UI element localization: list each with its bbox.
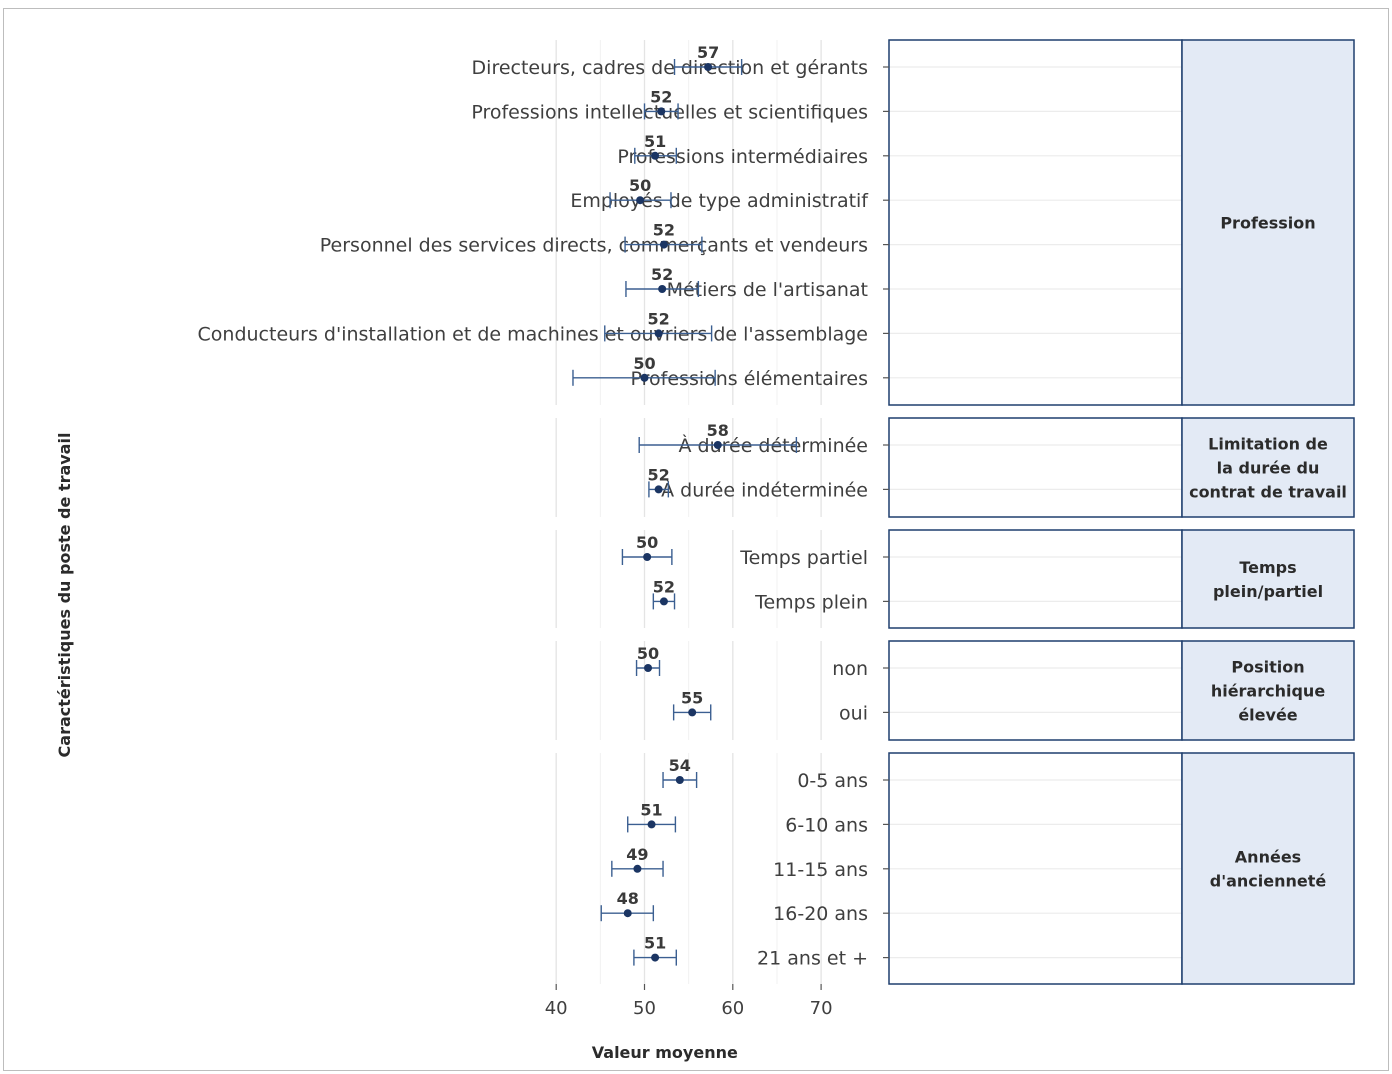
category-label: Temps plein (754, 591, 868, 613)
facet-strip (1181, 640, 1355, 741)
value-label: 52 (653, 221, 675, 240)
mean-point (659, 240, 668, 249)
category-label: Temps partiel (739, 547, 868, 569)
x-tick-label: 60 (721, 998, 744, 1019)
category-label: Métiers de l'artisanat (667, 279, 868, 301)
value-label: 48 (617, 889, 639, 908)
value-label: 58 (707, 421, 729, 440)
value-label: 51 (644, 132, 666, 151)
value-label: 52 (647, 309, 669, 328)
mean-point (688, 708, 697, 717)
mean-point (654, 329, 663, 338)
facet-strip (1181, 529, 1355, 629)
x-tick-label: 70 (810, 998, 833, 1019)
category-label: 6-10 ans (785, 814, 868, 836)
mean-point (636, 196, 645, 205)
value-label: 57 (697, 43, 719, 62)
facet-label: Position hiérarchique élevée (1211, 658, 1326, 725)
category-label: Personnel des services directs, commerça… (320, 235, 868, 257)
category-label: Conducteurs d'installation et de machine… (198, 323, 868, 345)
facet-label: Limitation de la durée du contrat de trava… (1189, 435, 1347, 502)
value-label: 55 (681, 688, 703, 707)
value-label: 50 (637, 644, 659, 663)
value-label: 54 (669, 756, 691, 775)
panel-background (889, 40, 1182, 405)
category-label: Professions élémentaires (631, 368, 868, 390)
mean-point (659, 597, 668, 606)
panel-background (889, 418, 1182, 517)
category-label: Employés de type administratif (570, 190, 869, 212)
chart-frame (3, 8, 1389, 1071)
facet-label: Années d'ancienneté (1210, 848, 1327, 891)
value-label: 49 (626, 845, 648, 864)
panel-background (889, 530, 1182, 628)
mean-point (651, 151, 660, 160)
mean-point (675, 776, 684, 784)
mean-point (651, 953, 660, 962)
value-label: 51 (644, 934, 666, 953)
category-label: oui (839, 702, 868, 724)
value-label: 51 (640, 800, 662, 819)
category-label: À durée indéterminée (661, 478, 868, 501)
mean-point (643, 553, 652, 561)
category-label: Professions intellectuelles et scientifi… (471, 101, 868, 123)
category-label: 21 ans et + (757, 948, 868, 970)
category-label: Professions intermédiaires (617, 146, 868, 168)
facet-strip (1181, 752, 1355, 985)
value-label: 52 (650, 87, 672, 106)
value-label: 50 (629, 176, 651, 195)
mean-point (640, 373, 649, 382)
value-label: 52 (647, 465, 669, 484)
value-label: 50 (633, 354, 655, 373)
mean-point (644, 664, 653, 672)
mean-point (657, 107, 666, 116)
x-axis-title: Valeur moyenne (592, 1043, 738, 1062)
facet-strip (1181, 39, 1355, 406)
facet-label: Profession (1220, 214, 1315, 233)
value-label: 52 (651, 265, 673, 284)
category-label: 16-20 ans (773, 903, 868, 925)
facet-label: Temps plein/partiel (1213, 558, 1323, 601)
panel-background (889, 641, 1182, 740)
category-label: non (832, 658, 868, 680)
y-axis-title: Caractéristiques du poste de travail (55, 433, 74, 758)
mean-point (713, 441, 722, 449)
category-label: 11-15 ans (773, 859, 868, 881)
x-tick-label: 50 (633, 998, 656, 1019)
mean-point (647, 820, 656, 829)
facet-strip (1181, 417, 1355, 518)
value-label: 50 (636, 533, 658, 552)
value-label: 52 (653, 577, 675, 596)
mean-point (633, 864, 642, 873)
x-tick-label: 40 (545, 998, 568, 1019)
category-label: Directeurs, cadres de direction et géran… (472, 57, 868, 79)
mean-point (654, 485, 663, 494)
mean-point (623, 909, 632, 918)
mean-point (658, 285, 667, 293)
mean-point (704, 63, 713, 71)
category-label: 0-5 ans (797, 770, 868, 792)
